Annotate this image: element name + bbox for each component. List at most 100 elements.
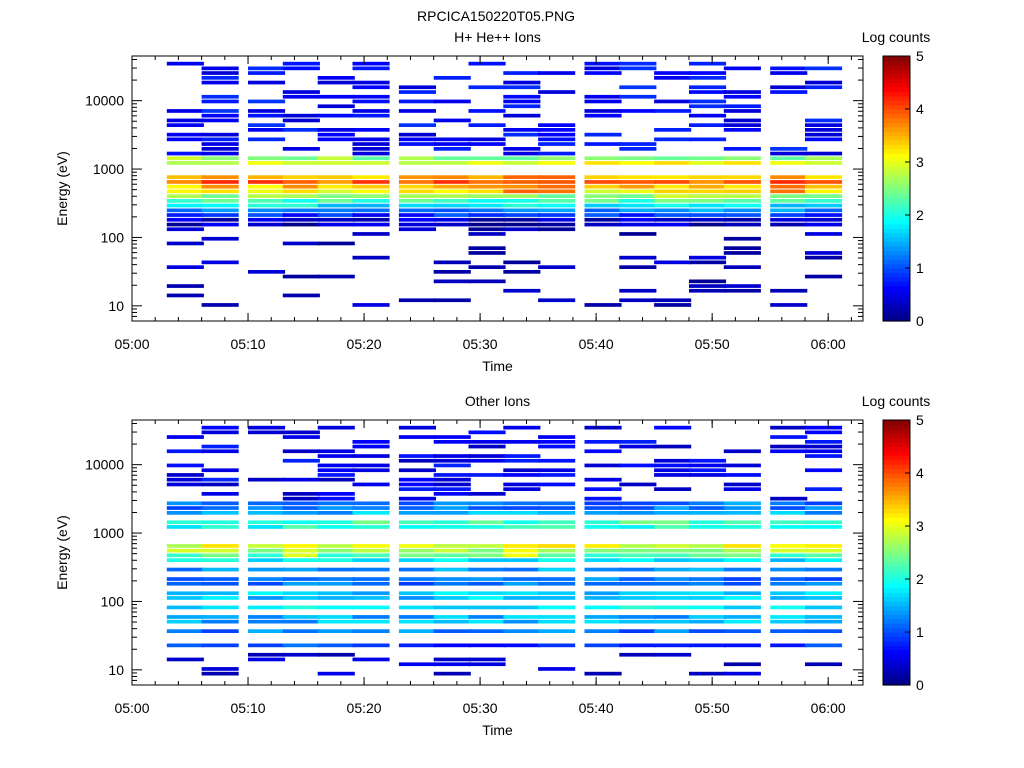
heatmap-cell [723,487,761,491]
heatmap-cell [689,591,727,596]
heatmap-cell [689,577,727,581]
heatmap-cell [433,482,471,487]
heatmap-cell [166,463,204,468]
heatmap-cell [317,477,355,482]
heatmap-cell [805,591,843,596]
heatmap-cell [770,71,808,75]
heatmap-cell [584,199,622,203]
heatmap-cell [317,577,355,581]
heatmap-cell [248,161,286,165]
heatmap-cell [201,430,239,435]
heatmap-cell [468,217,506,222]
heatmap-cell [398,90,436,94]
heatmap-cell [317,156,355,161]
heatmap-cell [619,180,657,184]
heatmap-cell [352,208,390,213]
heatmap-cell [503,482,541,487]
heatmap-cell [503,270,541,274]
heatmap-cell [723,567,761,572]
heatmap-cell [433,487,471,491]
heatmap-cell [503,288,541,293]
heatmap-cell [689,596,727,600]
colorbar-tick-label: 5 [916,412,924,428]
heatmap-cell [433,142,471,146]
heatmap-cell [433,558,471,562]
heatmap-cell [282,477,320,482]
heatmap-cell [248,137,286,142]
heatmap-cell [433,619,471,624]
heatmap-cell [770,161,808,165]
heatmap-cell [352,577,390,581]
heatmap-cell [468,109,506,113]
colorbar-segment [883,556,910,562]
heatmap-cell [538,208,576,213]
heatmap-cell [538,605,576,610]
heatmap-cell [538,298,576,303]
heatmap-cell [584,591,622,596]
heatmap-cell [689,643,727,648]
heatmap-cell [723,558,761,562]
heatmap-cells [166,425,843,676]
heatmap-cell [689,279,727,284]
heatmap-cell [166,213,204,217]
colorbar-tick-label: 3 [916,154,924,170]
heatmap-cell [433,99,471,104]
heatmap-cell [805,66,843,71]
heatmap-cell [282,180,320,184]
heatmap-cell [723,463,761,468]
heatmap-cell [770,425,808,430]
colorbar-tick-label: 2 [916,571,924,587]
heatmap-cell [166,109,204,113]
heatmap-cell [201,208,239,213]
heatmap-cell [282,581,320,586]
heatmap-cell [398,109,436,113]
heatmap-cell [248,652,286,657]
heatmap-cell [805,123,843,127]
heatmap-cell [248,123,286,127]
heatmap-cell [689,222,727,227]
heatmap-cell [619,444,657,449]
heatmap-cell [619,596,657,600]
heatmap-cell [805,217,843,222]
heatmap-cell [654,208,692,213]
heatmap-cell [584,511,622,515]
heatmap-cell [619,194,657,198]
heatmap-cell [503,194,541,198]
colorbar-segment [883,197,910,203]
heatmap-cell [654,652,692,657]
heatmap-cell [503,132,541,137]
colorbar-segment [883,561,910,567]
heatmap-cell [468,444,506,449]
heatmap-cell [689,99,727,104]
x-tick-label: 05:30 [463,700,498,716]
heatmap-cell [805,553,843,558]
heatmap-cell [201,222,239,227]
heatmap-cell [619,255,657,260]
heatmap-cell [317,449,355,454]
heatmap-cell [398,180,436,184]
heatmap-cell [317,511,355,515]
heatmap-cell [201,203,239,208]
heatmap-cell [503,94,541,99]
heatmap-cell [689,284,727,288]
colorbar-segment [883,109,910,115]
colorbar-segment [883,285,910,291]
heatmap-cell [584,520,622,525]
heatmap-cell [282,222,320,227]
heatmap-cell [352,605,390,610]
heatmap-cell [538,629,576,633]
heatmap-cell [689,76,727,80]
heatmap-cell [503,222,541,227]
heatmap-cell [654,199,692,203]
heatmap-cell [352,643,390,648]
heatmap-cell [468,184,506,189]
heatmap-cell [654,109,692,113]
heatmap-cell [538,222,576,227]
heatmap-cell [503,189,541,194]
heatmap-cell [689,548,727,553]
figure-title: RPCICA150220T05.PNG [417,8,575,24]
heatmap-cell [433,189,471,194]
colorbar-segment [883,237,910,243]
colorbar-segment [883,60,910,66]
heatmap-cell [317,128,355,132]
